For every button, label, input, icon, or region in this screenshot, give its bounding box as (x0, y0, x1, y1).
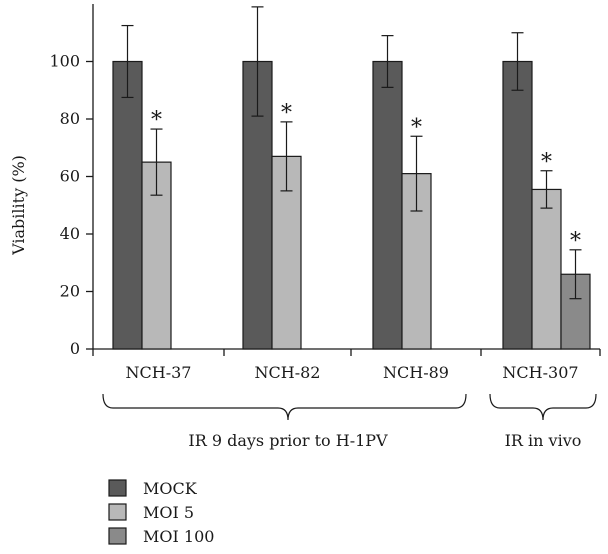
x-tick-label: NCH-37 (126, 363, 192, 382)
significance-marker: * (411, 115, 422, 140)
significance-marker: * (281, 101, 292, 126)
legend-entry: MOI 5 (143, 503, 194, 522)
y-tick-label: 20 (60, 282, 80, 301)
significance-marker: * (541, 150, 552, 175)
bar (502, 60, 533, 350)
bars (112, 60, 591, 350)
significance-markers: * * * * * (151, 101, 581, 254)
y-tick-label: 40 (60, 224, 80, 243)
legend: MOCK MOI 5 MOI 100 (108, 479, 214, 546)
significance-marker: * (570, 229, 581, 254)
error-bars (121, 6, 582, 300)
bar (112, 60, 143, 350)
y-tick-label: 0 (70, 339, 80, 358)
bar (141, 161, 172, 350)
x-tick-label: NCH-307 (502, 363, 578, 382)
group-brace (489, 393, 597, 421)
y-axis-title: Viability (%) (9, 155, 28, 256)
x-axis: NCH-37 NCH-82 NCH-89 NCH-307 (92, 348, 601, 382)
y-tick-label: 100 (49, 52, 80, 71)
legend-swatch (108, 527, 127, 545)
legend-swatch (108, 479, 127, 497)
bar (372, 60, 403, 350)
x-tick-label: NCH-89 (383, 363, 449, 382)
y-tick-label: 80 (60, 109, 80, 128)
y-tick-label: 60 (60, 167, 80, 186)
group-braces: IR 9 days prior to H-1PV IR in vivo (102, 393, 597, 450)
y-axis: 0 20 40 60 80 100 (49, 4, 94, 358)
bar (242, 60, 273, 350)
group-label: IR in vivo (505, 431, 582, 450)
group-brace (102, 393, 467, 421)
legend-entry: MOCK (143, 479, 198, 498)
x-tick-label: NCH-82 (255, 363, 321, 382)
legend-entry: MOI 100 (143, 527, 214, 546)
bar (531, 188, 562, 350)
significance-marker: * (151, 108, 162, 133)
legend-swatch (108, 503, 127, 521)
group-label: IR 9 days prior to H-1PV (188, 431, 388, 450)
